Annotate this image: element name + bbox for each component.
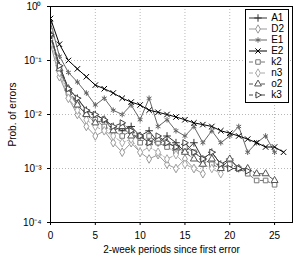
svg-text:5: 5 xyxy=(93,230,99,241)
svg-text:2-week periods since first err: 2-week periods since first error xyxy=(103,244,240,255)
svg-text:20: 20 xyxy=(224,230,236,241)
svg-text:25: 25 xyxy=(269,230,281,241)
svg-text:0: 0 xyxy=(48,230,54,241)
html-text:D2: D2 xyxy=(271,23,284,34)
svg-text:10: 10 xyxy=(135,230,147,241)
svg-text:10⁻⁴: 10⁻⁴ xyxy=(23,217,41,228)
svg-text:10⁻³: 10⁻³ xyxy=(24,163,42,174)
html-text:n3: n3 xyxy=(271,67,283,78)
html-text:E2: E2 xyxy=(271,45,284,56)
html-text:k2: k2 xyxy=(271,56,282,67)
svg-text:Prob. of errors: Prob. of errors xyxy=(7,83,18,147)
svg-text:10⁻²: 10⁻² xyxy=(24,109,42,120)
html-text:o2: o2 xyxy=(271,78,283,89)
svg-text:10⁰: 10⁰ xyxy=(26,1,41,12)
html-text:A1: A1 xyxy=(271,12,284,23)
svg-text:15: 15 xyxy=(179,230,191,241)
html-text:E1: E1 xyxy=(271,34,284,45)
svg-text:10⁻¹: 10⁻¹ xyxy=(24,55,42,66)
html-text:k3: k3 xyxy=(271,89,282,100)
